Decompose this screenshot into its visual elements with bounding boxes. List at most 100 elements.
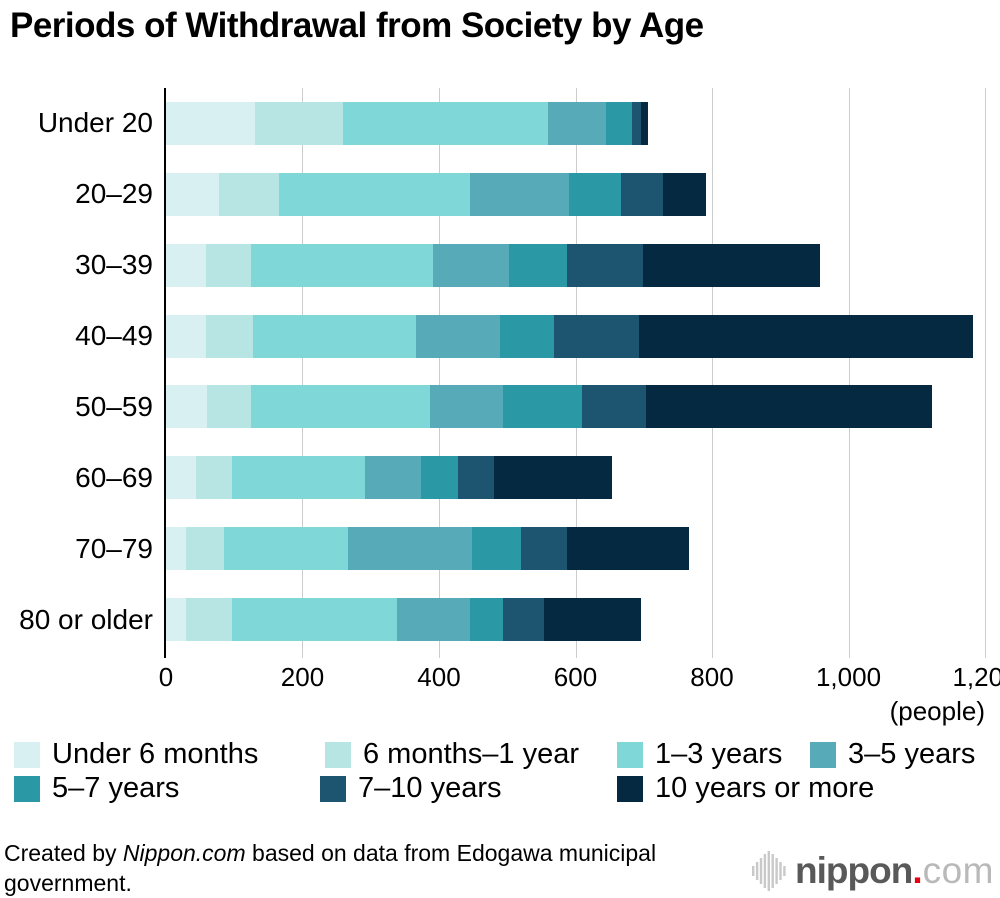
bar-segment bbox=[219, 172, 280, 216]
legend: Under 6 months 6 months–1 year 1–3 years… bbox=[0, 736, 1000, 808]
y-axis-label: 30–39 bbox=[75, 249, 153, 281]
plot-area bbox=[166, 88, 986, 658]
x-axis-labels: 0 200 400 600 800 1,000 1,200 bbox=[159, 662, 1000, 694]
bar-segment bbox=[206, 243, 251, 287]
bar-row-80-or-older bbox=[166, 584, 985, 655]
stacked-bar bbox=[166, 598, 641, 642]
bar-segment bbox=[231, 456, 365, 500]
y-axis-label: 80 or older bbox=[19, 603, 153, 635]
bar-segment bbox=[347, 527, 473, 571]
bar-segment bbox=[500, 314, 555, 358]
gridline bbox=[302, 88, 304, 658]
bar-segment bbox=[643, 243, 821, 287]
bar-segment bbox=[470, 172, 570, 216]
y-axis-label: 40–49 bbox=[75, 320, 153, 352]
bar-row-under-20 bbox=[166, 88, 985, 159]
gridline bbox=[985, 88, 986, 658]
bar-segment bbox=[166, 385, 207, 429]
legend-item-7-10-years: 7–10 years bbox=[320, 772, 502, 805]
x-axis-label: 400 bbox=[417, 662, 461, 692]
bar-segment bbox=[253, 314, 416, 358]
stacked-bar bbox=[166, 172, 706, 216]
bar-segment bbox=[251, 385, 431, 429]
bar-segment bbox=[566, 527, 690, 571]
bar-segment bbox=[415, 314, 501, 358]
bar-segment bbox=[186, 598, 233, 642]
bar-segment bbox=[343, 101, 549, 145]
legend-item-6-months-1-year: 6 months–1 year bbox=[325, 738, 579, 771]
stacked-bar bbox=[166, 314, 973, 358]
x-axis-label: 0 bbox=[158, 662, 174, 692]
bar-segment bbox=[430, 385, 504, 429]
stacked-bar bbox=[166, 385, 932, 429]
stacked-bar bbox=[166, 527, 690, 571]
y-axis-label: 60–69 bbox=[75, 461, 153, 493]
logo-text-nippon: nippon bbox=[795, 850, 913, 891]
bar-segment bbox=[606, 101, 633, 145]
logo-text-com: com bbox=[922, 850, 994, 891]
bar-segment bbox=[503, 598, 545, 642]
gridline bbox=[575, 88, 577, 658]
waveform-icon bbox=[752, 851, 786, 891]
legend-label: 5–7 years bbox=[52, 772, 180, 804]
bar-segment bbox=[232, 598, 397, 642]
y-axis-labels: Under 20 20–29 30–39 40–49 50–59 60–69 70–79 80… bbox=[0, 88, 153, 655]
credit-source: Nippon.com bbox=[122, 840, 246, 866]
legend-swatch bbox=[320, 775, 346, 802]
bar-segment bbox=[554, 314, 639, 358]
bar-segment bbox=[544, 598, 641, 642]
bar-segment bbox=[166, 456, 197, 500]
legend-swatch bbox=[14, 775, 40, 802]
gridline bbox=[438, 88, 440, 658]
credit-prefix: Created by bbox=[4, 840, 123, 866]
y-axis-label: 20–29 bbox=[75, 178, 153, 210]
bar-row-60-69 bbox=[166, 442, 985, 513]
bars bbox=[166, 88, 985, 655]
credit-text: Created by Nippon.com based on data from… bbox=[4, 838, 734, 898]
stacked-bar bbox=[166, 456, 613, 500]
bar-segment bbox=[640, 101, 648, 145]
y-axis-line bbox=[164, 88, 166, 658]
bar-segment bbox=[662, 172, 706, 216]
gridline bbox=[711, 88, 713, 658]
logo-dot: . bbox=[912, 850, 923, 891]
x-axis-unit: (people) bbox=[889, 696, 985, 726]
x-axis-label: 800 bbox=[690, 662, 734, 692]
legend-item-5-7-years: 5–7 years bbox=[14, 772, 179, 805]
bar-segment bbox=[279, 172, 471, 216]
bar-segment bbox=[569, 172, 621, 216]
gridline bbox=[848, 88, 850, 658]
bar-segment bbox=[166, 243, 207, 287]
bar-segment bbox=[421, 456, 459, 500]
chart-title: Periods of Withdrawal from Society by Ag… bbox=[10, 6, 704, 45]
legend-label: 7–10 years bbox=[358, 772, 502, 804]
bar-segment bbox=[166, 527, 187, 571]
bar-row-20-29 bbox=[166, 159, 985, 230]
legend-label: 1–3 years bbox=[655, 738, 783, 770]
bar-segment bbox=[186, 527, 224, 571]
bar-segment bbox=[494, 456, 613, 500]
legend-swatch bbox=[325, 741, 351, 768]
x-axis-label: 200 bbox=[280, 662, 325, 692]
bar-segment bbox=[432, 243, 510, 287]
legend-swatch bbox=[617, 775, 643, 802]
bar-segment bbox=[224, 527, 348, 571]
x-axis-label: 1,000 bbox=[815, 662, 882, 692]
bar-segment bbox=[458, 456, 495, 500]
bar-segment bbox=[166, 314, 207, 358]
x-axis-label: 600 bbox=[553, 662, 598, 692]
bar-row-30-39 bbox=[166, 230, 985, 301]
bar-row-70-79 bbox=[166, 513, 985, 584]
y-axis-label: 50–59 bbox=[75, 390, 153, 422]
bar-segment bbox=[206, 314, 254, 358]
stacked-bar bbox=[166, 243, 821, 287]
x-axis-label: 1,200 bbox=[952, 662, 1000, 692]
legend-item-under-6-months: Under 6 months bbox=[14, 738, 258, 771]
bar-segment bbox=[638, 314, 973, 358]
bar-segment bbox=[632, 101, 641, 145]
nippon-logo: nippon. com bbox=[752, 848, 994, 894]
bar-segment bbox=[567, 243, 644, 287]
bar-segment bbox=[166, 172, 220, 216]
bar-segment bbox=[548, 101, 607, 145]
